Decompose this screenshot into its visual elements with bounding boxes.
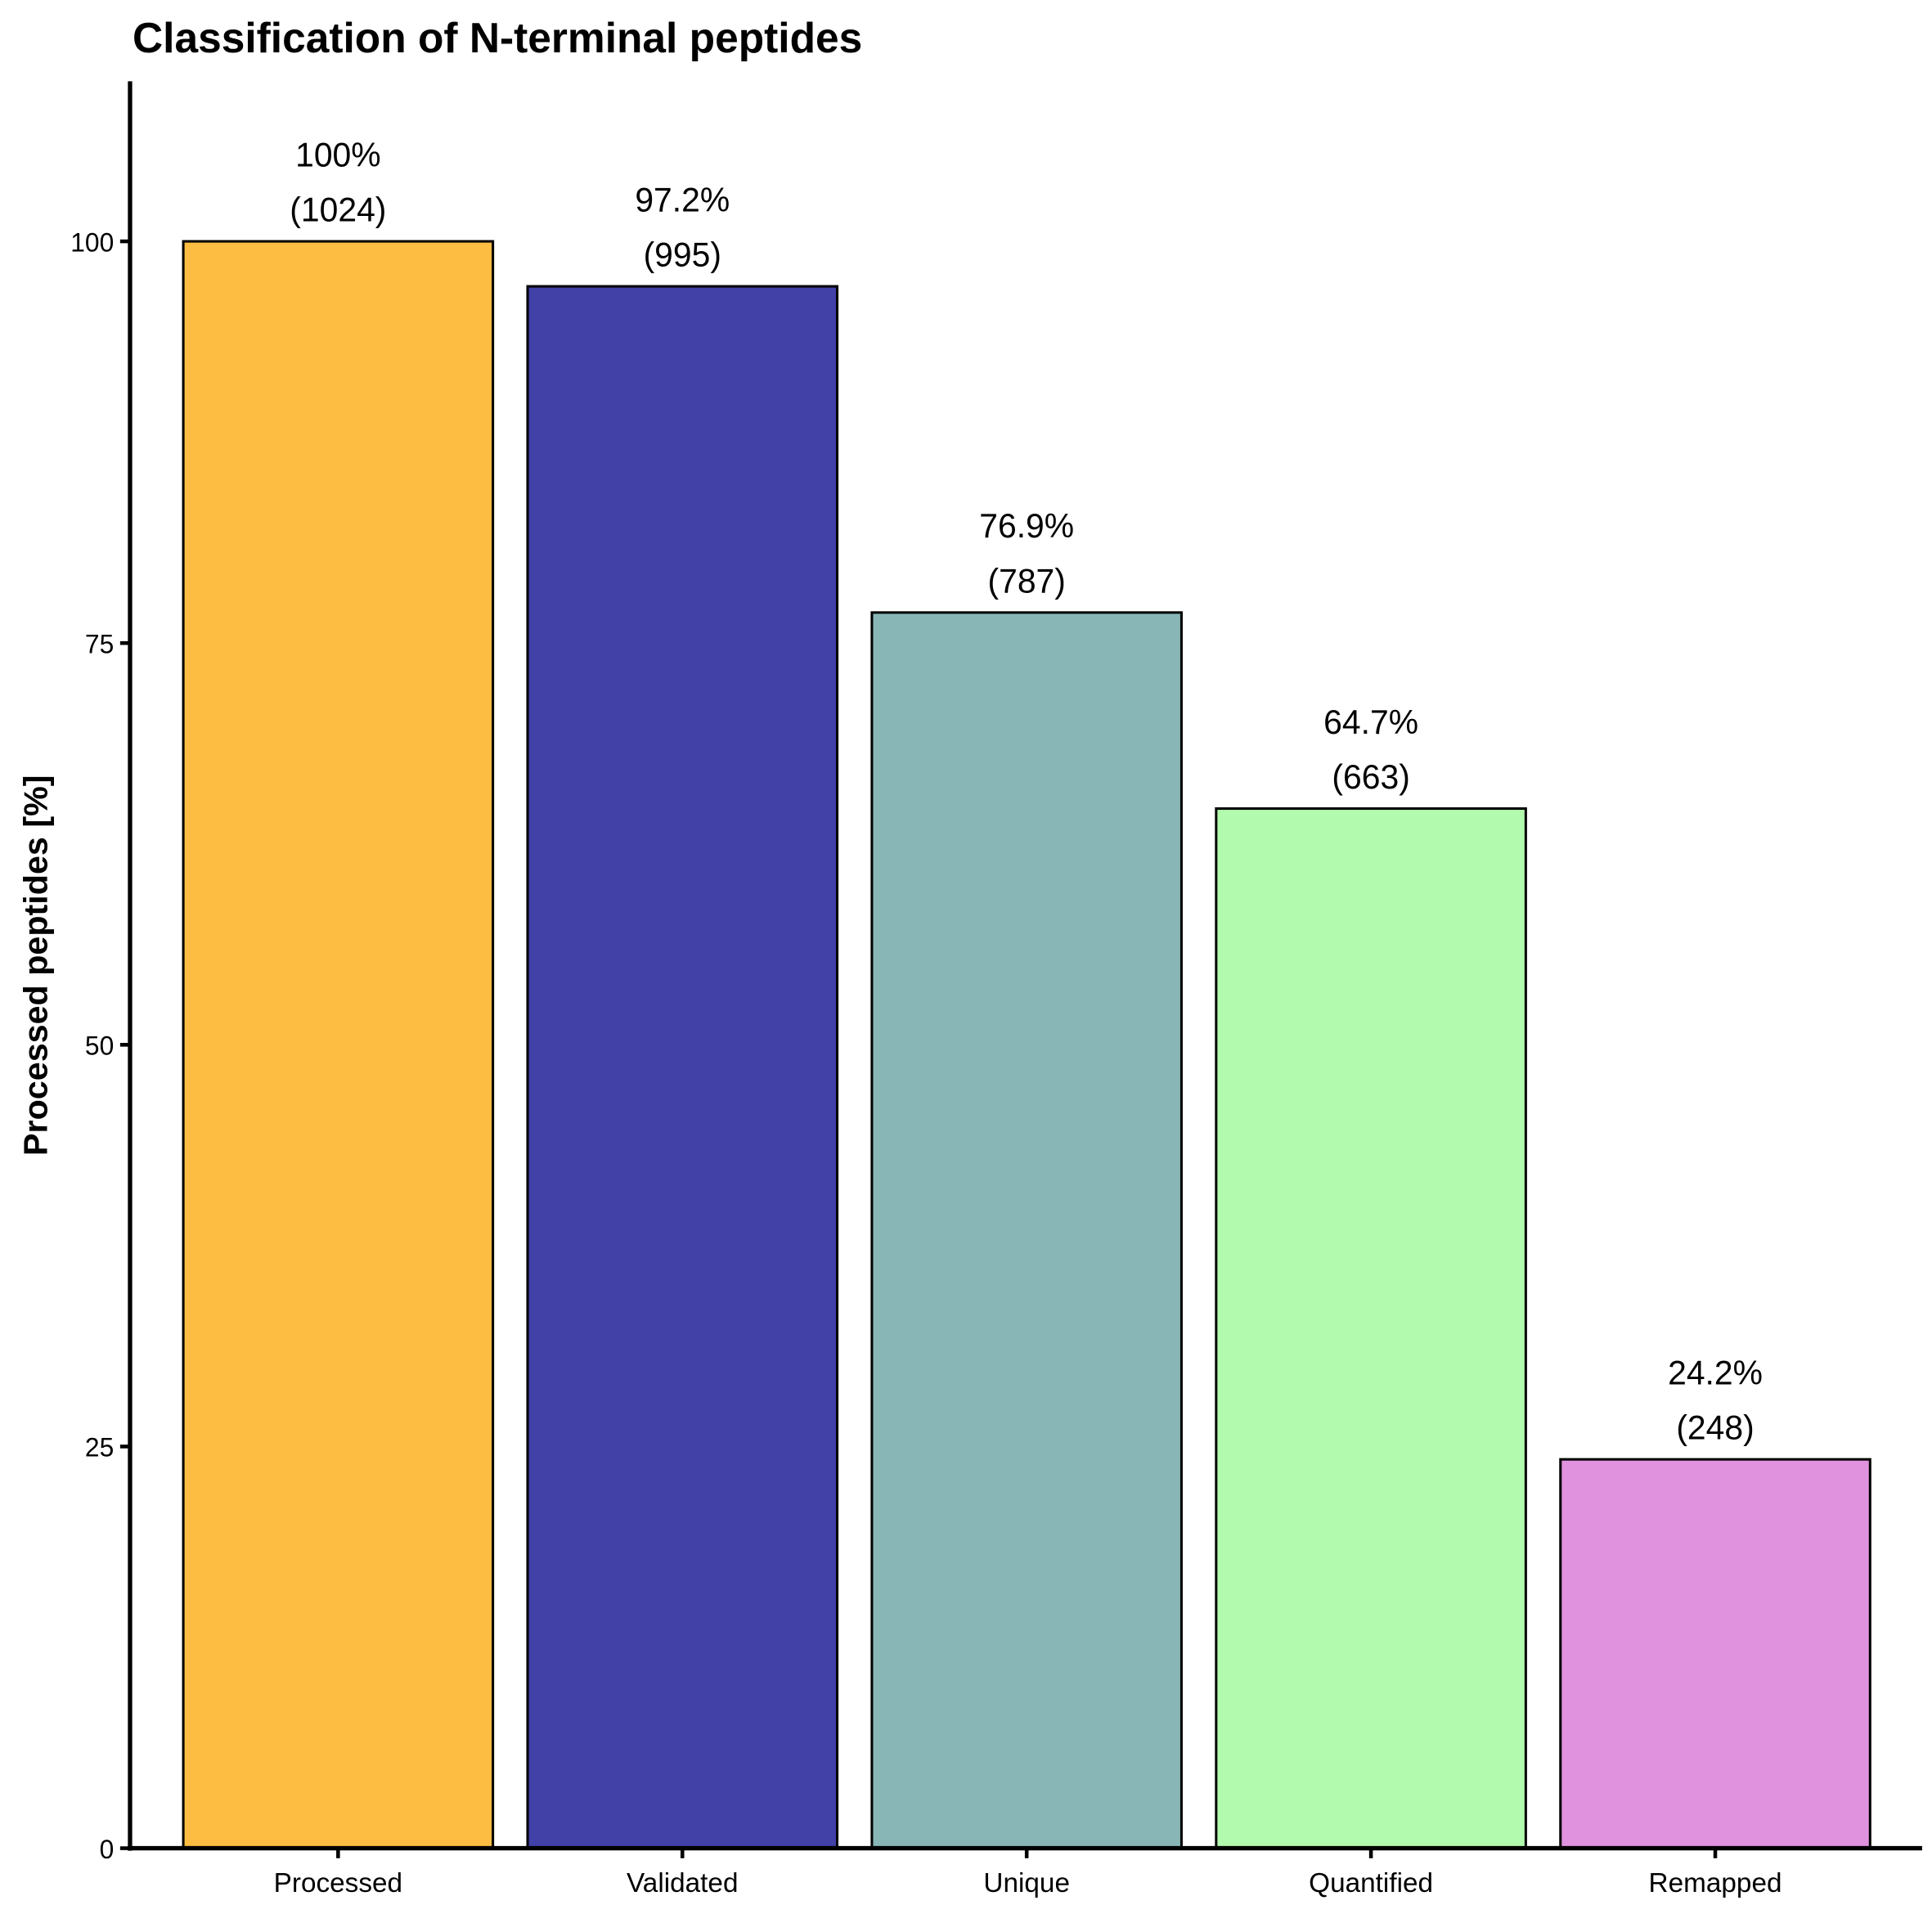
percent-label: 97.2% xyxy=(635,181,730,218)
y-axis-label: Processed peptides [%] xyxy=(17,775,55,1155)
bar-unique xyxy=(870,611,1183,1850)
percent-label: 24.2% xyxy=(1668,1354,1763,1391)
bar-processed xyxy=(182,240,495,1850)
count-label: (248) xyxy=(1676,1409,1754,1447)
count-label: (1024) xyxy=(290,191,386,228)
percent-label: 76.9% xyxy=(979,507,1074,545)
chart-title: Classification of N-terminal peptides xyxy=(133,14,862,61)
percent-label: 64.7% xyxy=(1323,703,1418,741)
x-tick-label: Quantified xyxy=(1309,1868,1433,1898)
y-tick-label: 75 xyxy=(85,629,114,658)
y-tick-label: 50 xyxy=(85,1031,114,1060)
y-tick-label: 25 xyxy=(85,1433,114,1462)
y-tick-label: 0 xyxy=(100,1835,115,1864)
percent-label: 100% xyxy=(295,136,381,173)
x-tick-label: Unique xyxy=(983,1868,1070,1898)
bar-remapped xyxy=(1559,1458,1871,1850)
x-tick-label: Processed xyxy=(274,1868,402,1898)
count-label: (995) xyxy=(644,236,721,273)
x-tick-label: Validated xyxy=(627,1868,738,1898)
count-label: (787) xyxy=(987,562,1065,600)
x-tick-label: Remapped xyxy=(1649,1868,1782,1898)
bar-validated xyxy=(526,285,839,1850)
bar-quantified xyxy=(1215,807,1527,1850)
y-tick-label: 100 xyxy=(70,227,114,257)
count-label: (663) xyxy=(1332,758,1409,796)
